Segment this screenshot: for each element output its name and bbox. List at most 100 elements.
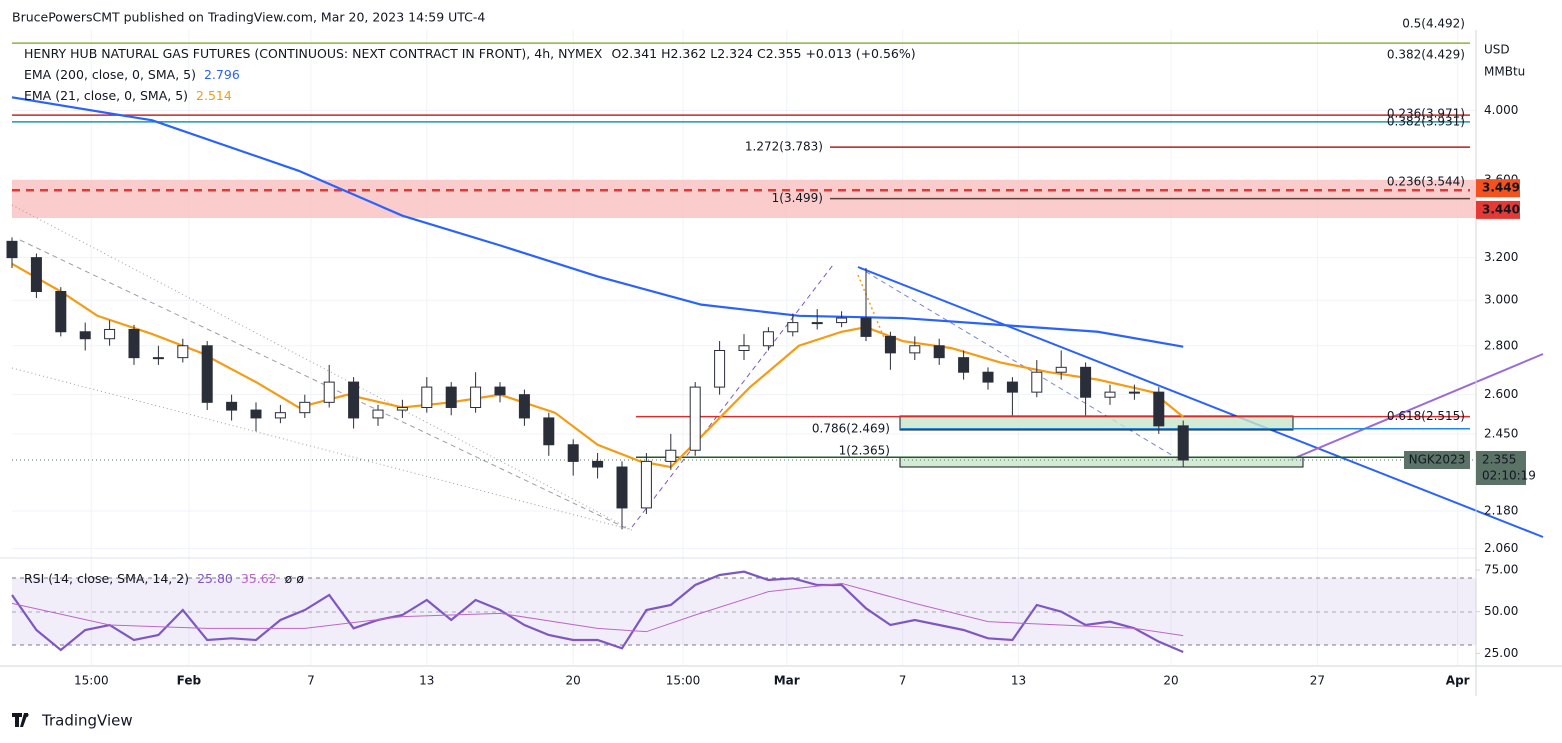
y-tick-label: 2.180: [1484, 503, 1518, 517]
trendline: [11, 367, 633, 531]
indicator-name: EMA (21, close, 0, SMA, 5): [24, 88, 188, 103]
candle-body: [494, 386, 506, 396]
fib-label: 1(3.499): [772, 191, 823, 205]
candle-body: [836, 317, 848, 324]
indicator-value: 35.62: [241, 571, 277, 586]
price-pane: [6, 96, 1189, 530]
logo-mark: [12, 713, 28, 727]
fib-label: 0.236(3.971): [1387, 107, 1465, 121]
candle-body: [6, 240, 18, 259]
candle-body: [128, 328, 140, 359]
y-tick-label: 25.00: [1484, 646, 1518, 660]
candle-body: [616, 466, 628, 509]
ema-line: [11, 96, 1184, 348]
y-tick-label: 2.600: [1484, 387, 1518, 401]
x-tick-label: Mar: [774, 674, 800, 688]
candle-body: [396, 406, 408, 411]
y-tick-label: 2.450: [1484, 426, 1518, 440]
price-label: 3.449: [1482, 181, 1520, 195]
fib-label: 0.786(2.469): [812, 421, 890, 435]
candle-body: [152, 357, 164, 360]
indicator-value: 2.514: [196, 88, 232, 103]
candle-body: [226, 401, 238, 411]
candle-body: [274, 412, 286, 419]
candle-body: [543, 417, 555, 446]
zone-box: [899, 456, 1304, 468]
candle-body: [738, 345, 750, 351]
candle-body: [811, 322, 823, 325]
candle-body: [1128, 391, 1140, 394]
indicator-name: RSI (14, close, SMA, 14, 2): [24, 571, 189, 586]
candle-body: [762, 331, 774, 347]
indicator-legend: EMA (200, close, 0, SMA, 5) 2.796: [24, 67, 240, 82]
candle-body: [30, 257, 42, 292]
brand: TradingView: [41, 712, 133, 730]
indicator-value: 2.796: [204, 67, 240, 82]
fib-label: 0.236(3.544): [1387, 175, 1465, 189]
candle-body: [640, 460, 652, 509]
candle-body: [79, 331, 91, 340]
candle-body: [1177, 425, 1189, 461]
candle-body: [323, 381, 335, 403]
x-tick-label: Apr: [1446, 674, 1470, 688]
fib-label: 0.382(4.429): [1387, 48, 1465, 62]
grid: [12, 30, 1480, 665]
candle-body: [1006, 381, 1018, 393]
candle-body: [1055, 366, 1067, 373]
y-tick-label: 3.200: [1484, 250, 1518, 264]
currency: USD: [1484, 43, 1510, 57]
candle-body: [372, 409, 384, 419]
indicator-value: 25.80: [197, 571, 233, 586]
candle-body: [958, 357, 970, 373]
candle-body: [689, 386, 701, 451]
countdown: 02:10:19: [1482, 468, 1536, 482]
trendline: [857, 274, 886, 341]
y-tick-label: 75.00: [1484, 563, 1518, 577]
price-label-box: [1476, 179, 1520, 198]
candle-body: [1080, 366, 1092, 398]
trendline: [857, 266, 1544, 538]
candle-body: [518, 394, 530, 419]
x-tick-label: 15:00: [74, 674, 109, 688]
symbol-tag: NGK2023: [1409, 452, 1466, 466]
last-price-label: 2.355: [1482, 452, 1516, 466]
x-tick-label: 7: [899, 674, 907, 688]
candle-body: [348, 381, 360, 419]
candle-body: [201, 345, 213, 403]
ohlc: O2.341 H2.362 L2.324 C2.355 +0.013 (+0.5…: [612, 46, 916, 61]
candle-body: [104, 328, 116, 340]
candle-body: [714, 349, 726, 388]
x-tick-label: 20: [1163, 674, 1178, 688]
fib-label: 0.382(3.931): [1387, 114, 1465, 128]
y-tick-label: 2.060: [1484, 541, 1518, 555]
x-tick-label: 13: [419, 674, 434, 688]
brand-logo: [12, 713, 29, 727]
trendline: [1289, 353, 1544, 461]
candle-body: [665, 449, 677, 462]
publisher: BrucePowersCMT published on TradingView.…: [12, 10, 485, 25]
symbol: HENRY HUB NATURAL GAS FUTURES (CONTINUOU…: [24, 46, 603, 61]
candle-body: [299, 401, 311, 414]
last-price-box: [1476, 450, 1526, 485]
zone-box: [899, 415, 1294, 431]
symbol-tag-box: [1404, 450, 1470, 469]
candle-body: [860, 317, 872, 337]
candle-body: [1104, 391, 1116, 398]
indicator-legend: EMA (21, close, 0, SMA, 5) 2.514: [24, 88, 232, 103]
x-tick-label: 20: [566, 674, 581, 688]
x-tick-label: Feb: [177, 674, 202, 688]
candle-body: [787, 322, 799, 333]
logo-dot: [24, 713, 29, 717]
y-tick-label: 3.000: [1484, 293, 1518, 307]
candle-body: [909, 345, 921, 354]
rsi-legend: RSI (14, close, SMA, 14, 2) 25.80 35.62 ø ø: [24, 571, 304, 586]
x-tick-label: 15:00: [666, 674, 701, 688]
rsi-line: [11, 570, 1184, 654]
indicator-flags: ø ø: [285, 571, 305, 586]
y-tick-label: 50.00: [1484, 604, 1518, 618]
price-label: 3.440: [1482, 202, 1520, 216]
fib-label: 0.5(4.492): [1402, 16, 1465, 30]
trendline: [11, 204, 633, 531]
